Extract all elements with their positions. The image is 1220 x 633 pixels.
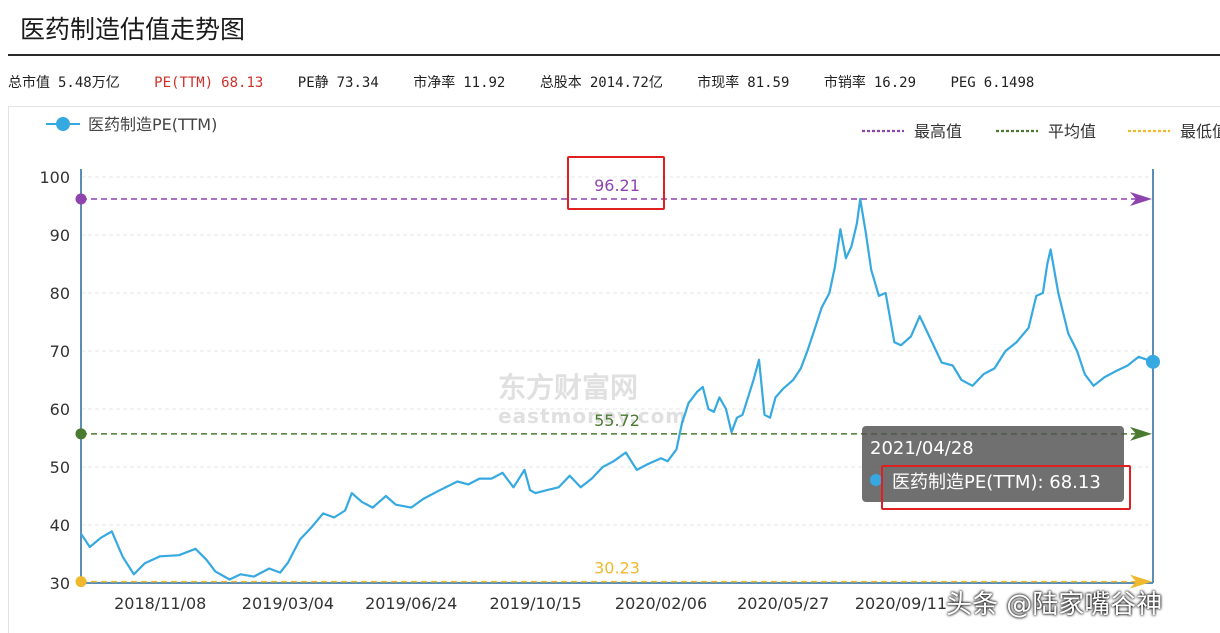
- pe-series-line: [80, 197, 1154, 581]
- stat-pe-static-label: PE静: [297, 75, 329, 91]
- stat-total-shares-label: 总股本: [539, 75, 582, 91]
- tooltip-value: 68.13: [1049, 472, 1101, 493]
- stat-pb-value: 11.92: [463, 75, 506, 91]
- stat-peg: PEG 6.1498: [950, 75, 1034, 91]
- stat-pcf-label: 市现率: [697, 75, 740, 91]
- stat-total-shares-value: 2014.72亿: [589, 75, 663, 91]
- legend-avg-label: 平均值: [1048, 122, 1096, 141]
- y-tick-label: 70: [50, 342, 70, 361]
- ref-dot-min: [75, 576, 87, 588]
- highlight-box-tooltip: [881, 465, 1131, 510]
- stat-pe-static-value: 73.34: [336, 75, 379, 91]
- x-tick-label: 2020/09/11: [855, 594, 947, 613]
- stat-ps-label: 市销率: [823, 75, 866, 91]
- legend-series-label: 医药制造PE(TTM): [88, 115, 217, 134]
- stat-ps-value: 16.29: [873, 75, 917, 91]
- watermark-logo-sub: eastmoney.com: [498, 404, 688, 428]
- stat-pcf: 市现率 81.59: [697, 72, 789, 92]
- stat-pe-ttm-value: 68.13: [221, 75, 264, 91]
- chart-panel: [8, 106, 1220, 633]
- chart-tooltip: 2021/04/28 医药制造PE(TTM): 68.13: [862, 426, 1124, 502]
- legend-min-label: 最低值: [1180, 122, 1220, 141]
- x-tick-label: 2019/06/24: [365, 594, 457, 613]
- stat-pe-static: PE静 73.34: [298, 72, 379, 92]
- y-tick-label: 90: [50, 226, 70, 245]
- stats-bar: 总市值 5.48万亿 PE(TTM) 68.13 PE静 73.34 市净率 11.92…: [8, 72, 1060, 92]
- eastmoney-watermark: 东方财富网 eastmoney.com: [498, 366, 687, 428]
- ref-arrow-max: [1130, 191, 1152, 206]
- title-divider: [8, 54, 1220, 56]
- tooltip-value-row: 医药制造PE(TTM): 68.13: [892, 472, 1101, 493]
- tooltip-series-dot: [870, 474, 882, 486]
- stat-market-cap: 总市值 5.48万亿: [8, 72, 120, 92]
- stat-market-cap-label: 总市值: [8, 75, 50, 91]
- ref-label-min: 30.23: [594, 559, 640, 578]
- stat-pb: 市净率 11.92: [413, 72, 505, 92]
- stat-peg-value: 6.1498: [983, 75, 1035, 91]
- watermark-logo-text: 东方财富网: [498, 371, 639, 404]
- stat-pb-label: 市净率: [413, 75, 456, 91]
- stat-pe-ttm: PE(TTM) 68.13: [154, 75, 263, 91]
- legend-series-dot: [56, 117, 70, 131]
- ref-label-max: 96.21: [594, 176, 640, 195]
- x-tick-label: 2020/05/27: [737, 594, 829, 613]
- y-tick-label: 80: [50, 284, 70, 303]
- x-tick-label: 2019/10/15: [489, 594, 581, 613]
- stat-ps: 市销率 16.29: [824, 72, 916, 92]
- x-tick-label: 2020/02/06: [615, 594, 707, 613]
- y-tick-label: 30: [50, 574, 70, 593]
- ref-dot-avg: [75, 428, 87, 440]
- y-tick-label: 40: [50, 516, 70, 535]
- x-tick-label: 2018/11/08: [114, 594, 206, 613]
- ref-dot-max: [75, 193, 87, 205]
- legend-max-label: 最高值: [914, 122, 962, 141]
- ref-arrow-avg: [1130, 426, 1152, 441]
- stat-total-shares: 总股本 2014.72亿: [540, 72, 663, 92]
- y-tick-label: 60: [50, 400, 70, 419]
- page-title: 医药制造估值走势图: [20, 15, 246, 44]
- stat-pcf-value: 81.59: [747, 75, 790, 91]
- stat-market-cap-value: 5.48万亿: [58, 75, 120, 91]
- author-watermark: 头条 @陆家嘴谷神: [946, 590, 1163, 620]
- stat-peg-label: PEG: [950, 75, 976, 91]
- stat-pe-ttm-label: PE(TTM): [154, 75, 214, 91]
- pe-last-point: [1146, 354, 1160, 369]
- tooltip-series-name: 医药制造PE(TTM): [892, 472, 1038, 493]
- y-tick-label: 100: [39, 168, 70, 187]
- ref-label-avg: 55.72: [594, 411, 640, 430]
- x-tick-label: 2019/03/04: [242, 594, 334, 613]
- ref-arrow-min: [1130, 574, 1152, 589]
- y-tick-label: 50: [50, 458, 70, 477]
- tooltip-date: 2021/04/28: [870, 438, 974, 459]
- highlight-box-max: [567, 156, 665, 210]
